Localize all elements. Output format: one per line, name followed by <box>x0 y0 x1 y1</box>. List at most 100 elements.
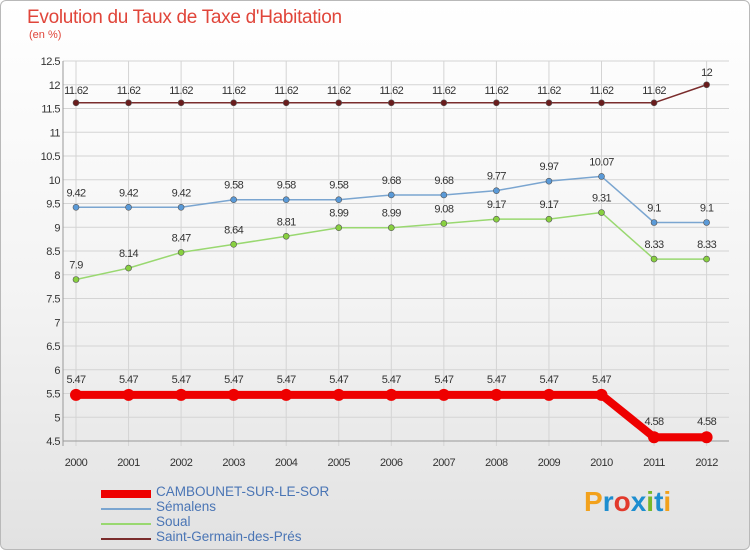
y-tick-label: 9 <box>54 222 60 234</box>
legend-swatch <box>101 508 151 510</box>
data-point <box>440 191 448 199</box>
data-point <box>385 388 398 401</box>
data-point <box>125 99 132 107</box>
x-tick-label: 2010 <box>590 457 613 469</box>
data-point <box>72 276 80 283</box>
x-tick-label: 2006 <box>380 457 403 469</box>
logo-letter: i <box>646 486 655 517</box>
y-tick-label: 11.5 <box>41 104 60 116</box>
y-tick-label: 8.5 <box>46 246 60 258</box>
data-label: 5.47 <box>329 374 348 386</box>
x-tick-label: 2007 <box>433 457 456 469</box>
data-point <box>335 224 343 232</box>
data-point <box>177 249 185 256</box>
data-point <box>648 431 661 444</box>
y-tick-label: 4.5 <box>46 436 60 448</box>
data-label: 4.58 <box>697 416 716 428</box>
data-label: 11.62 <box>64 85 88 97</box>
data-label: 9.68 <box>382 175 401 187</box>
data-point <box>177 99 185 107</box>
data-label: 8.14 <box>119 248 138 260</box>
data-point <box>72 204 80 211</box>
data-label: 9.58 <box>277 180 296 192</box>
x-tick-label: 2003 <box>222 457 245 469</box>
data-point <box>598 99 605 107</box>
x-tick-label: 2009 <box>538 457 561 469</box>
data-point <box>595 388 608 401</box>
legend-label: CAMBOUNET-SUR-LE-SOR <box>156 484 330 499</box>
grid-layer <box>63 60 729 446</box>
data-label: 8.33 <box>697 239 716 251</box>
y-tick-label: 10.5 <box>41 151 61 163</box>
data-label: 11.62 <box>274 85 298 97</box>
legend-label: Sémalens <box>156 499 217 514</box>
data-point <box>598 209 605 216</box>
data-label: 11.62 <box>117 85 141 97</box>
data-point <box>230 99 237 107</box>
data-label: 9.42 <box>172 187 191 199</box>
x-tick-label: 2004 <box>275 457 298 469</box>
data-point <box>230 241 237 248</box>
data-label: 5.47 <box>382 374 401 386</box>
data-point <box>493 187 500 194</box>
data-point <box>703 81 710 89</box>
data-point <box>437 388 450 401</box>
legend-item: CAMBOUNET-SUR-LE-SOR <box>101 484 381 501</box>
data-label: 9.1 <box>700 203 714 215</box>
data-label: 8.64 <box>224 224 243 236</box>
legend-swatch <box>101 490 151 498</box>
chart-title: Evolution du Taux de Taxe d'Habitation <box>27 7 342 28</box>
y-tick-label: 5 <box>54 412 60 424</box>
data-point <box>542 388 555 401</box>
data-point <box>70 388 82 401</box>
data-label: 11.62 <box>590 85 614 97</box>
data-label: 5.47 <box>277 374 296 386</box>
data-label: 11.62 <box>222 85 246 97</box>
data-point <box>703 219 710 226</box>
data-label: 4.58 <box>645 416 664 428</box>
chart-legend: CAMBOUNET-SUR-LE-SOR Sémalens Soual Saint-G… <box>101 484 381 546</box>
data-label: 5.47 <box>66 374 85 386</box>
data-label: 5.47 <box>539 374 558 386</box>
data-point <box>440 99 448 107</box>
data-point <box>598 173 605 180</box>
data-point <box>650 219 658 226</box>
data-label: 9.58 <box>329 180 348 192</box>
data-label: 5.47 <box>172 374 191 386</box>
data-label: 5.47 <box>487 374 506 386</box>
data-label: 11.62 <box>327 85 351 97</box>
data-point <box>175 388 188 401</box>
data-label: 9.97 <box>539 161 558 173</box>
data-point <box>332 388 345 401</box>
legend-swatch <box>101 538 151 540</box>
logo-letter: o <box>613 486 631 517</box>
y-tick-label: 11 <box>50 127 61 139</box>
x-tick-label: 2000 <box>65 457 88 469</box>
logo-letter: x <box>630 486 647 517</box>
series-layer <box>70 81 713 444</box>
y-tick-label: 9.5 <box>46 199 60 211</box>
data-label: 8.33 <box>645 239 664 251</box>
legend-swatch <box>101 523 151 525</box>
data-label: 9.58 <box>224 180 243 192</box>
data-label: 11.62 <box>485 85 509 97</box>
data-point <box>703 255 710 263</box>
logo-letter: t <box>654 486 664 517</box>
data-label: 9.1 <box>647 203 661 215</box>
x-tick-label: 2002 <box>170 457 193 469</box>
data-point <box>227 388 240 401</box>
x-tick-label: 2005 <box>328 457 351 469</box>
y-tick-label: 12 <box>49 80 61 92</box>
data-label: 11.62 <box>642 85 666 97</box>
data-label: 11.62 <box>432 85 456 97</box>
data-label: 9.42 <box>119 187 138 199</box>
data-point <box>493 215 500 223</box>
y-tick-label: 7.5 <box>46 294 60 306</box>
data-label: 5.47 <box>434 374 453 386</box>
data-point <box>230 196 237 203</box>
data-label: 5.47 <box>119 374 138 386</box>
legend-item: Sémalens <box>101 499 381 516</box>
data-label: 10.07 <box>589 156 614 168</box>
